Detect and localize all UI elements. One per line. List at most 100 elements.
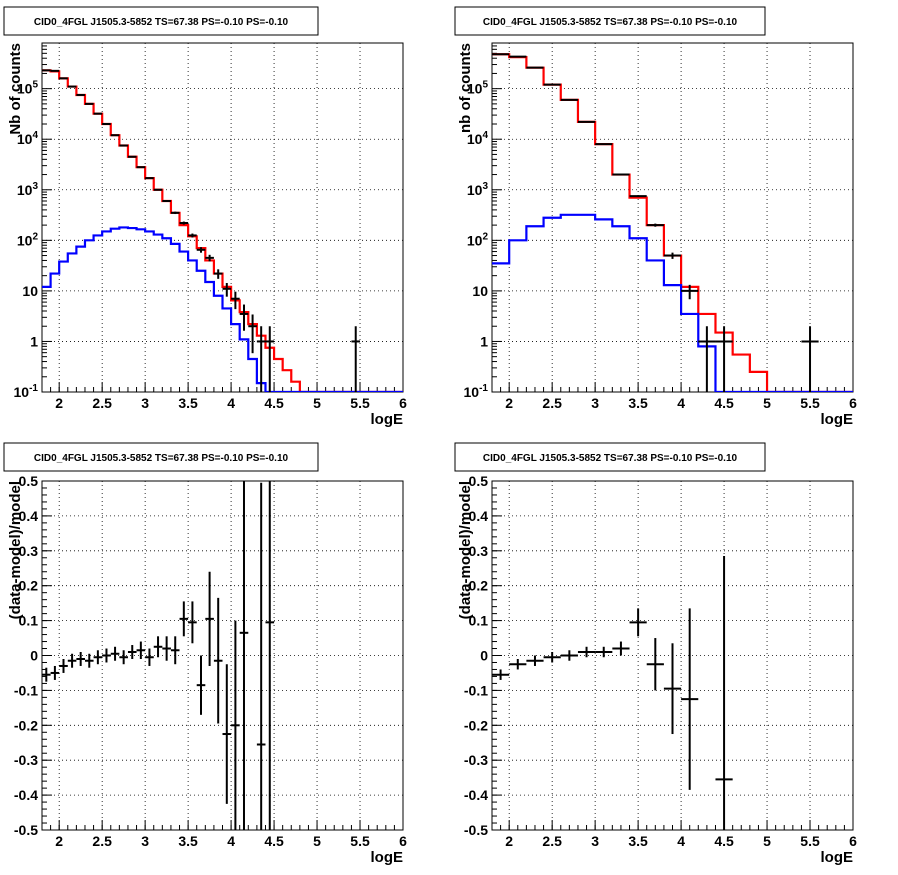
residual-point (179, 601, 189, 637)
residual-point (612, 641, 630, 656)
y-tick-label: -0.5 (14, 822, 38, 838)
x-tick-label: 2 (55, 395, 63, 411)
x-tick-label: 5 (763, 833, 771, 849)
data-point (646, 223, 664, 227)
x-tick-label: 6 (849, 395, 857, 411)
residual-point (646, 638, 664, 691)
y-tick-label: 0.4 (469, 508, 489, 524)
residual-point (188, 601, 197, 644)
title-box (454, 442, 766, 472)
title-box (3, 6, 319, 36)
y-tick-label: 105 (467, 80, 489, 97)
chart-title: CID0_4FGL J1505.3-5852 TS=67.38 PS=-0.10… (483, 17, 738, 28)
y-tick-label: 0.3 (19, 543, 39, 559)
y-tick-label: -0.1 (464, 682, 488, 698)
y-tick-label: 0.1 (19, 613, 39, 629)
residual-point (681, 608, 699, 790)
x-tick-label: 3 (141, 395, 149, 411)
y-tick-label: 0.4 (19, 508, 39, 524)
x-tick-label: 4.5 (264, 833, 284, 849)
y-axis-label: (data-model)/model (457, 481, 474, 619)
x-tick-label: 5 (763, 395, 771, 411)
residual-point (663, 643, 682, 735)
data-point (162, 199, 171, 202)
residual-point (59, 658, 68, 673)
data-point (248, 314, 257, 354)
data-point (256, 326, 266, 392)
residual-point (67, 653, 77, 668)
data-point (213, 269, 223, 279)
y-tick-label: 10-1 (14, 383, 39, 400)
x-tick-label: 5.5 (800, 395, 820, 411)
residual-point (265, 481, 275, 830)
data-point (681, 284, 699, 300)
x-tick-label: 3.5 (628, 833, 648, 849)
data-point (239, 304, 249, 331)
title-box (454, 6, 766, 36)
panel-1: CID0_4FGL J1505.3-5852 TS=67.38 PS=-0.10… (3, 6, 407, 428)
data-point (136, 166, 146, 169)
y-tick-label: 1 (30, 333, 38, 349)
y-tick-label: 0 (480, 648, 488, 664)
plot-area (492, 53, 853, 392)
x-tick-label: 4.5 (264, 395, 284, 411)
residual-point (205, 571, 214, 666)
y-tick-label: -0.3 (14, 752, 38, 768)
data-point (222, 283, 232, 297)
residual-point (509, 658, 527, 670)
x-tick-label: 3.5 (178, 395, 198, 411)
x-axis-label: logE (371, 849, 404, 866)
data-point (801, 326, 819, 392)
y-tick-label: 0.5 (469, 473, 489, 489)
residual-point (577, 646, 596, 658)
data-point (119, 144, 128, 147)
residual-point (110, 646, 120, 661)
y-tick-label: -0.2 (464, 717, 488, 733)
y-tick-label: 0.2 (469, 578, 489, 594)
x-tick-label: 3 (141, 833, 149, 849)
plot-area (42, 69, 403, 392)
data-point (153, 188, 163, 191)
residual-point (492, 669, 510, 680)
y-tick-label: 104 (467, 130, 489, 147)
x-axis-label: logE (371, 411, 404, 428)
residual-point (50, 665, 60, 680)
chart-title: CID0_4FGL J1505.3-5852 TS=67.38 PS=-0.10… (34, 453, 289, 464)
residual-point (76, 652, 85, 666)
y-tick-label: 102 (467, 231, 489, 248)
data-point (612, 173, 630, 176)
data-point (715, 326, 733, 392)
x-tick-label: 2 (505, 833, 513, 849)
x-tick-label: 6 (399, 395, 407, 411)
y-tick-label: -0.5 (464, 822, 488, 838)
x-tick-label: 2.5 (542, 395, 562, 411)
y-tick-label: 103 (467, 181, 489, 198)
residual-point (153, 636, 163, 658)
residual-point (231, 620, 240, 830)
residual-point (213, 597, 223, 724)
residual-point (239, 481, 249, 830)
data-point (127, 155, 137, 158)
y-tick-label: -0.2 (14, 717, 38, 733)
y-tick-label: 0.3 (469, 543, 489, 559)
residual-point (93, 650, 103, 665)
x-tick-label: 4 (227, 833, 235, 849)
residual-point (543, 652, 561, 663)
x-tick-label: 5 (313, 395, 321, 411)
data-point (231, 291, 240, 310)
residual-point (119, 650, 128, 665)
plot-area (492, 556, 733, 830)
residual-point (145, 648, 154, 666)
x-tick-label: 4 (677, 833, 685, 849)
y-tick-label: 105 (17, 80, 39, 97)
y-tick-label: 10-1 (464, 383, 489, 400)
x-tick-label: 2.5 (542, 833, 562, 849)
panel-3: CID0_4FGL J1505.3-5852 TS=67.38 PS=-0.10… (3, 442, 407, 866)
data-point (698, 326, 716, 392)
residual-point (595, 646, 613, 658)
x-tick-label: 3 (591, 395, 599, 411)
y-tick-label: -0.4 (464, 787, 488, 803)
residual-point (256, 482, 266, 830)
histogram-source (492, 213, 853, 392)
x-tick-label: 2.5 (92, 833, 112, 849)
